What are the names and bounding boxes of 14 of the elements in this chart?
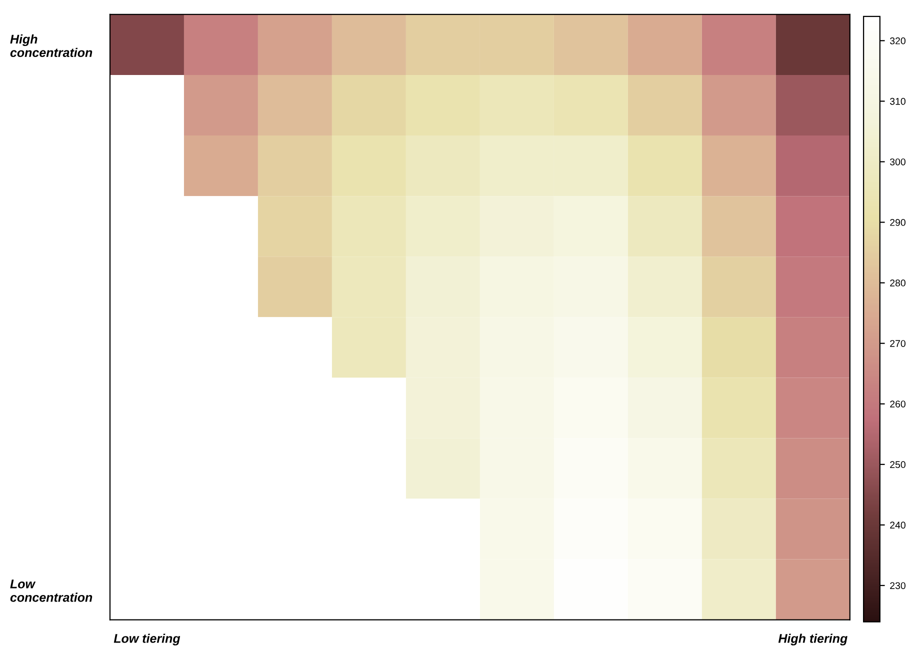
color-bar-label: 250 [890, 461, 906, 468]
color-bar-label: 240 [890, 522, 906, 529]
color-bar-label: 280 [890, 280, 906, 286]
color-bar-label: 270 [890, 340, 906, 347]
color-bar-label: 310 [890, 98, 906, 105]
y-tick-label: Low concentration [10, 580, 92, 602]
y-tick-label: High concentration [10, 34, 92, 58]
color-bar-label: 230 [890, 582, 906, 590]
color-bar-label: 260 [890, 400, 906, 408]
color-bar-label: 290 [890, 219, 906, 226]
color-bar-label: 300 [890, 158, 906, 166]
x-tick-label: High tiering [778, 634, 848, 646]
x-tick-label: Low tiering [114, 634, 180, 646]
color-bar-label: 320 [890, 37, 906, 44]
